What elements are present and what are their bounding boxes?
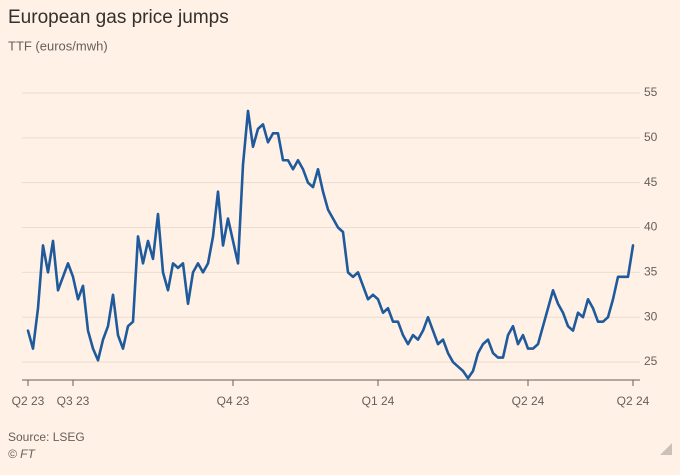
x-tick-label: Q2 23 bbox=[12, 394, 45, 408]
x-tick-label: Q3 23 bbox=[57, 394, 90, 408]
chart-title: European gas price jumps bbox=[8, 7, 229, 28]
corner-mark bbox=[660, 443, 672, 455]
y-tick-label: 45 bbox=[644, 175, 658, 189]
credit: © FT bbox=[8, 447, 37, 461]
y-tick-label: 50 bbox=[644, 130, 658, 144]
x-tick-label: Q4 23 bbox=[217, 394, 250, 408]
price-line bbox=[26, 109, 635, 380]
x-tick-label: Q2 24 bbox=[617, 394, 650, 408]
y-tick-label: 35 bbox=[644, 265, 658, 279]
y-tick-label: 40 bbox=[644, 220, 658, 234]
y-tick-label: 55 bbox=[644, 85, 658, 99]
chart-subtitle: TTF (euros/mwh) bbox=[8, 38, 108, 53]
source: Source: LSEG bbox=[8, 430, 85, 444]
y-tick-label: 30 bbox=[644, 309, 658, 323]
y-tick-label: 25 bbox=[644, 354, 658, 368]
x-tick-label: Q2 24 bbox=[512, 394, 545, 408]
x-tick-label: Q1 24 bbox=[362, 394, 395, 408]
